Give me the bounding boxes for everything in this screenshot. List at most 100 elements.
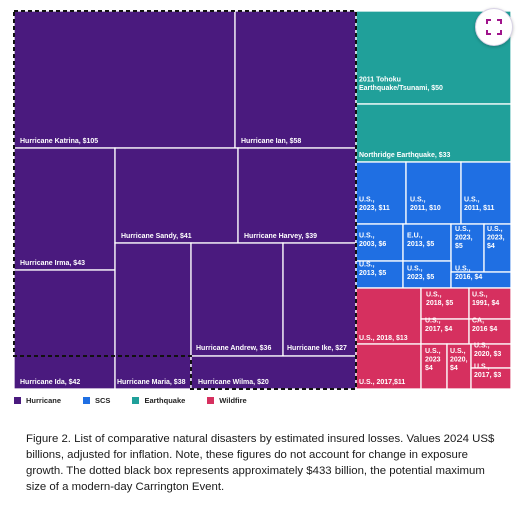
tile-label: U.S., 2011, $11 — [464, 196, 494, 212]
tile-rect — [405, 161, 462, 225]
tile-label: U.S., 2020, $4 — [450, 348, 468, 372]
treemap-tile: U.S., 2023, $11 — [355, 161, 407, 225]
tile-label: U.S., 1991, $4 — [472, 291, 499, 307]
treemap-tile: U.S., 2011, $11 — [460, 161, 512, 225]
tile-label: U.S., 2017, $4 — [425, 317, 452, 333]
tile-label: Hurricane Ian, $58 — [241, 138, 301, 145]
tile-label: U.S., 2018, $13 — [359, 335, 408, 342]
treemap-tile: Hurricane Andrew, $36 — [190, 242, 284, 357]
treemap-tile: U.S., 2011, $10 — [405, 161, 462, 225]
legend-swatch — [83, 396, 91, 404]
tile-rect — [13, 147, 116, 271]
tile-rect — [420, 343, 448, 390]
tile-label: U.S., 2023, $4 — [487, 226, 505, 250]
treemap-tile: U.S., 2023, $5 — [450, 223, 485, 273]
legend-item: SCS — [83, 396, 110, 405]
treemap-tile: Hurricane Sandy, $41 — [114, 147, 239, 244]
tile-label: Hurricane Maria, $38 — [117, 379, 186, 386]
tile-rect — [237, 147, 357, 244]
treemap-tile: Northridge Earthquake, $33 — [355, 103, 512, 163]
tile-label: Hurricane Katrina, $105 — [20, 138, 98, 145]
tile-rect — [114, 242, 192, 390]
tile-label: U.S., 2013, $5 — [359, 261, 386, 277]
legend-swatch — [207, 396, 215, 404]
tile-label: U.S., 2023, $11 — [359, 196, 390, 212]
treemap-tile: U.S., 2017, $4 — [420, 317, 470, 345]
tile-label: U.S., 2023, $5 — [407, 265, 434, 281]
legend-label: Earthquake — [144, 395, 186, 405]
tile-label: U.S., 2023 $4 — [425, 348, 441, 372]
tile-rect — [470, 367, 512, 390]
treemap-tile: CA, 2016 $4 — [468, 317, 512, 345]
chart-legend: Hurricane SCS Earthquake Wildfire — [14, 393, 247, 407]
treemap-tile: Hurricane Harvey, $39 — [237, 147, 357, 244]
treemap-chart: Hurricane Katrina, $105 Hurricane Ian, $5… — [13, 10, 512, 390]
treemap-tile: U.S., 2018, $13 — [355, 287, 422, 345]
tile-rect — [468, 287, 512, 320]
tile-label: U.S., 2020, $3 — [474, 342, 501, 358]
treemap-tile: U.S., 2018, $5 — [420, 287, 470, 320]
tile-rect — [420, 318, 470, 345]
tile-label: U.S., 2018, $5 — [426, 291, 453, 307]
expand-icon — [486, 19, 502, 35]
treemap-tile: U.S., 2003, $6 — [355, 223, 404, 262]
tile-rect — [13, 10, 236, 149]
tile-label: U.S., 2003, $6 — [359, 232, 386, 248]
tile-label: Hurricane Irma, $43 — [20, 260, 85, 267]
treemap-tile: Hurricane Wilma, $20 — [190, 355, 357, 390]
tile-rect — [282, 242, 357, 357]
treemap-tile: U.S., 2023 $4 — [420, 343, 448, 390]
treemap-tile: Hurricane Irma, $43 — [13, 147, 116, 271]
tile-label: U.S., 2011, $10 — [410, 196, 441, 212]
tile-rect — [114, 147, 239, 244]
treemap-tile: U.S., 2023, $4 — [483, 223, 512, 273]
tile-label: E.U., 2013, $5 — [407, 232, 434, 248]
expand-button[interactable] — [475, 8, 513, 46]
tile-rect — [355, 260, 404, 289]
tile-rect — [460, 161, 512, 225]
legend-label: Wildfire — [219, 395, 247, 405]
tile-rect — [190, 355, 357, 390]
tile-label: Hurricane Harvey, $39 — [244, 233, 317, 240]
treemap-tile: Hurricane Katrina, $105 — [13, 10, 236, 149]
treemap-tile: Hurricane Ida, $42 — [13, 269, 116, 390]
tile-rect — [483, 223, 512, 273]
tile-rect — [355, 223, 404, 262]
tile-label: Hurricane Ike, $27 — [287, 345, 347, 352]
tile-label: U.S., 2017,$11 — [359, 379, 405, 386]
tile-label: CA, 2016 $4 — [472, 317, 497, 333]
tile-label: U.S., 2016, $4 — [455, 265, 482, 281]
tile-rect — [355, 343, 422, 390]
tile-rect — [355, 287, 422, 345]
legend-swatch — [132, 396, 140, 404]
treemap-tile: E.U., 2013, $5 — [402, 223, 452, 262]
tile-label: Northridge Earthquake, $33 — [359, 152, 451, 159]
tile-rect — [355, 161, 407, 225]
tile-label: Hurricane Andrew, $36 — [196, 345, 271, 352]
legend-label: SCS — [95, 395, 111, 405]
legend-item: Earthquake — [132, 396, 185, 405]
treemap-tile: U.S., 2017, $3 — [470, 363, 512, 390]
treemap-tile: U.S., 2020, $4 — [446, 343, 472, 390]
treemap-tile: U.S., 2017,$11 — [355, 343, 422, 390]
tile-label: U.S., 2017, $3 — [474, 363, 501, 379]
tile-rect — [13, 269, 116, 390]
tile-label: 2011 Tohoku Earthquake/Tsunami, $50 — [359, 76, 443, 92]
legend-swatch — [14, 396, 21, 404]
tile-label: Hurricane Wilma, $20 — [198, 379, 269, 386]
tile-rect — [450, 223, 485, 273]
tile-rect — [468, 318, 512, 345]
carrington-event-box — [13, 10, 357, 390]
treemap-tile: U.S., 2013, $5 — [355, 260, 404, 289]
tile-rect — [234, 10, 357, 149]
treemap-tile: Hurricane Ike, $27 — [282, 242, 357, 357]
figure-caption: Figure 2. List of comparative natural di… — [26, 433, 495, 493]
legend-item: Wildfire — [207, 395, 247, 405]
tile-label: Hurricane Ida, $42 — [20, 379, 80, 386]
legend-label: Hurricane — [26, 395, 62, 405]
treemap-tile: U.S., 1991, $4 — [468, 287, 512, 320]
tile-label: Hurricane Sandy, $41 — [121, 233, 192, 240]
tile-rect — [190, 242, 284, 357]
treemap-tile: U.S., 2023, $5 — [402, 260, 452, 289]
tile-label: U.S., 2023, $5 — [455, 226, 473, 250]
